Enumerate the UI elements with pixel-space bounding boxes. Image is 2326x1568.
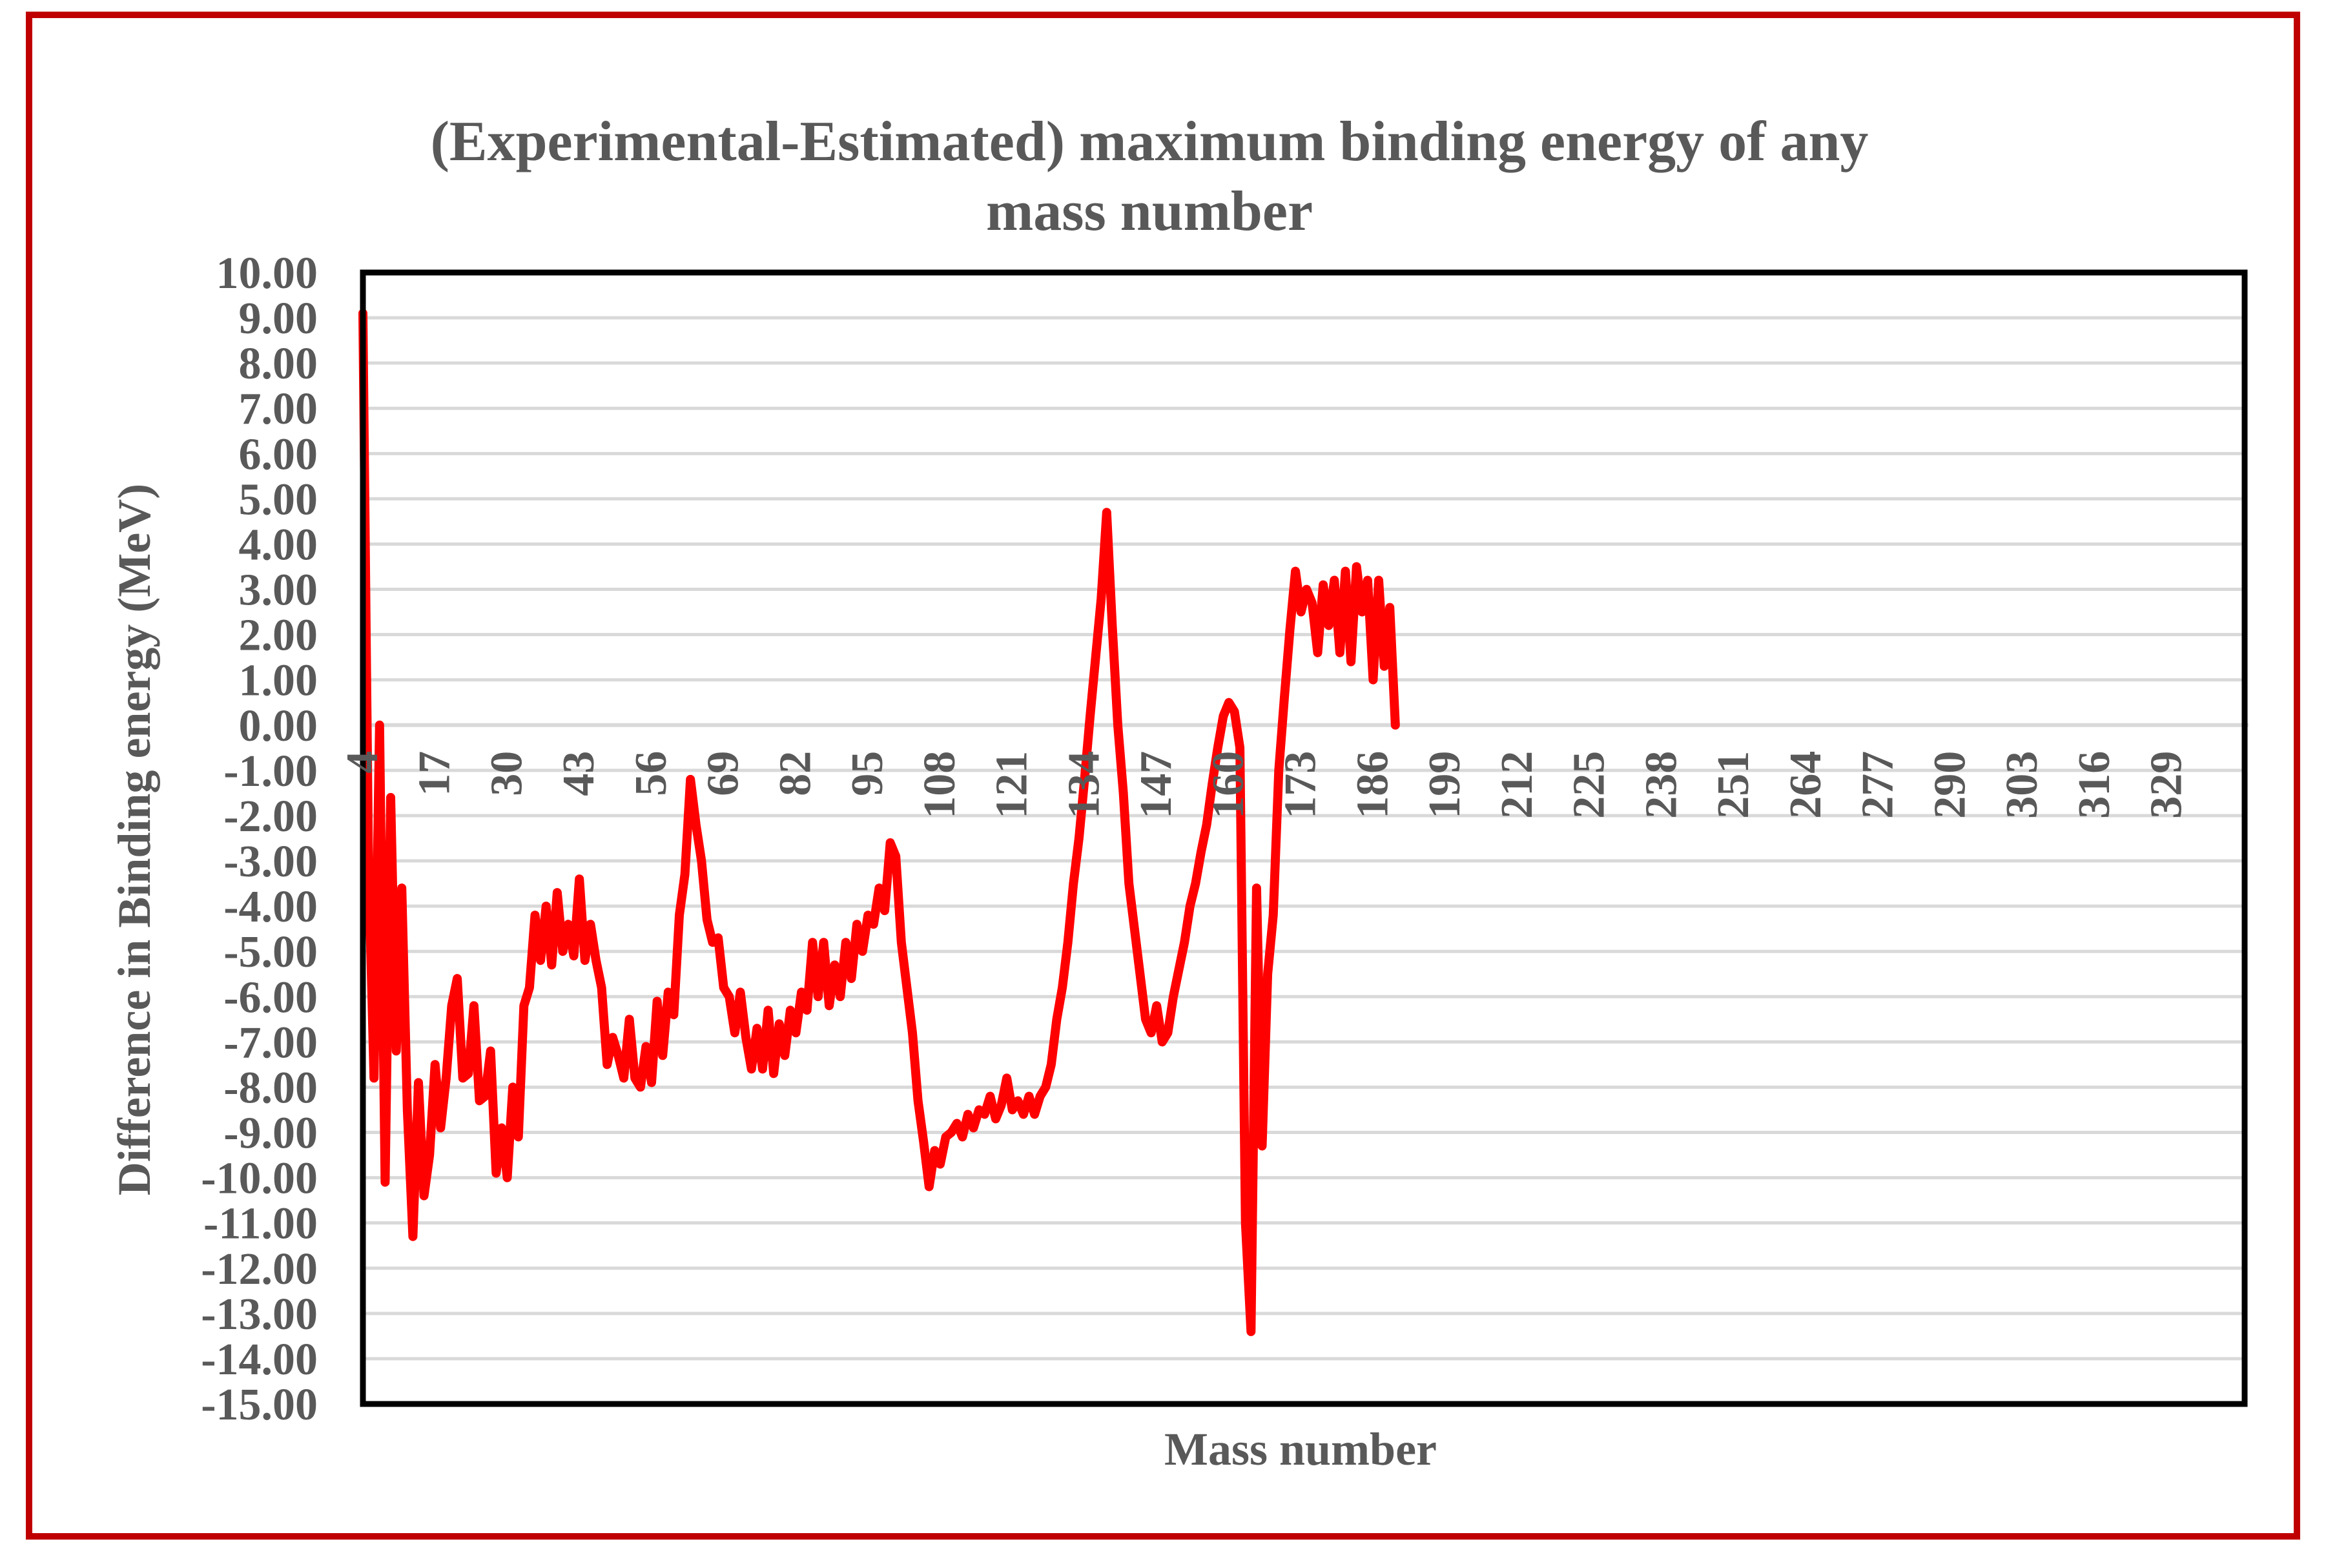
chart-title-line-2: mass number xyxy=(986,180,1313,243)
y-tick-label: -5.00 xyxy=(223,927,318,977)
y-tick-label: -7.00 xyxy=(223,1018,318,1068)
y-tick-label: 0.00 xyxy=(239,701,318,751)
y-tick-label: -12.00 xyxy=(201,1244,318,1294)
y-tick-label: 2.00 xyxy=(239,611,318,661)
y-tick-label: 7.00 xyxy=(239,384,318,434)
y-axis-ticks: 10.009.008.007.006.005.004.003.002.001.0… xyxy=(201,249,318,1430)
x-tick-label: 212 xyxy=(1492,751,1542,819)
chart-title-line-1: (Experimental-Estimated) maximum binding… xyxy=(431,110,1869,173)
y-tick-label: -13.00 xyxy=(201,1290,318,1339)
x-tick-label: 17 xyxy=(410,751,460,796)
x-tick-label: 4 xyxy=(338,751,387,774)
x-tick-label: 108 xyxy=(915,751,965,819)
y-tick-label: -15.00 xyxy=(201,1380,318,1430)
x-tick-label: 329 xyxy=(2142,751,2192,819)
x-tick-label: 277 xyxy=(1853,751,1903,819)
y-tick-label: 9.00 xyxy=(239,294,318,344)
y-tick-label: 6.00 xyxy=(239,429,318,479)
y-tick-label: -11.00 xyxy=(203,1199,318,1249)
x-tick-label: 134 xyxy=(1059,751,1109,819)
x-tick-label: 69 xyxy=(699,751,748,796)
x-tick-label: 30 xyxy=(482,751,531,796)
y-tick-label: -2.00 xyxy=(223,792,318,841)
y-tick-label: -10.00 xyxy=(201,1154,318,1204)
y-tick-label: -3.00 xyxy=(223,837,318,887)
chart-frame xyxy=(26,12,2300,1540)
x-tick-label: 82 xyxy=(770,751,820,796)
x-tick-label: 186 xyxy=(1348,751,1397,819)
y-tick-label: 5.00 xyxy=(239,475,318,524)
y-tick-label: 3.00 xyxy=(239,566,318,615)
y-tick-label: 1.00 xyxy=(239,656,318,706)
plot-area xyxy=(363,273,2245,1404)
y-tick-label: 4.00 xyxy=(239,520,318,570)
x-tick-label: 251 xyxy=(1709,751,1758,819)
y-axis-label: Difference in Binding energy (MeV) xyxy=(108,484,160,1195)
x-tick-label: 160 xyxy=(1204,751,1253,819)
x-tick-label: 316 xyxy=(2070,751,2119,819)
y-tick-label: -9.00 xyxy=(223,1109,318,1159)
x-tick-label: 238 xyxy=(1636,751,1686,819)
plot-border xyxy=(360,269,2248,1407)
y-tick-label: -8.00 xyxy=(223,1063,318,1113)
y-tick-label: -6.00 xyxy=(223,973,318,1022)
y-tick-label: -4.00 xyxy=(223,882,318,932)
data-series-line xyxy=(358,309,1400,1336)
x-tick-label: 199 xyxy=(1420,751,1470,819)
x-tick-label: 147 xyxy=(1131,751,1181,819)
y-tick-label: 10.00 xyxy=(216,249,318,298)
x-axis-ticks: 4 17 30 43 56 69 82 95 108 121 134 147 160 173 186 199 2… xyxy=(338,751,2192,819)
x-tick-label: 264 xyxy=(1781,751,1831,819)
x-tick-label: 56 xyxy=(626,751,676,796)
x-tick-label: 225 xyxy=(1565,751,1614,819)
x-tick-label: 290 xyxy=(1925,751,1975,819)
y-tick-label: 8.00 xyxy=(239,339,318,389)
x-tick-label: 303 xyxy=(1997,751,2047,819)
x-tick-label: 173 xyxy=(1276,751,1326,819)
x-tick-label: 95 xyxy=(843,751,892,796)
x-tick-label: 43 xyxy=(554,751,604,796)
y-tick-label: -1.00 xyxy=(223,747,318,796)
y-tick-label: -14.00 xyxy=(201,1335,318,1385)
x-axis-label: Mass number xyxy=(1164,1423,1437,1475)
x-tick-label: 121 xyxy=(987,751,1037,819)
